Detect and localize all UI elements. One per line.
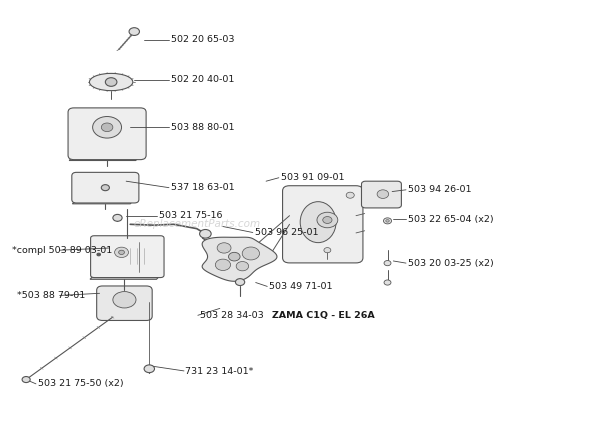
Circle shape bbox=[215, 259, 231, 271]
Circle shape bbox=[346, 192, 354, 198]
Text: *compl 503 89 03-01: *compl 503 89 03-01 bbox=[12, 246, 112, 255]
Circle shape bbox=[384, 260, 391, 266]
Circle shape bbox=[242, 247, 260, 260]
Circle shape bbox=[119, 250, 124, 254]
Circle shape bbox=[235, 279, 245, 286]
Circle shape bbox=[97, 253, 100, 256]
FancyBboxPatch shape bbox=[283, 186, 363, 263]
Circle shape bbox=[199, 230, 211, 238]
FancyBboxPatch shape bbox=[72, 172, 139, 203]
Circle shape bbox=[101, 123, 113, 132]
Polygon shape bbox=[90, 275, 160, 279]
Circle shape bbox=[144, 365, 155, 373]
Circle shape bbox=[317, 212, 338, 228]
Polygon shape bbox=[202, 237, 277, 281]
Circle shape bbox=[386, 220, 389, 222]
Circle shape bbox=[106, 78, 117, 86]
Circle shape bbox=[22, 377, 30, 382]
Text: 503 28 34-03: 503 28 34-03 bbox=[199, 311, 266, 320]
Text: 503 20 03-25 (x2): 503 20 03-25 (x2) bbox=[408, 259, 493, 268]
Circle shape bbox=[384, 218, 392, 224]
Text: 503 21 75-50 (x2): 503 21 75-50 (x2) bbox=[38, 379, 123, 389]
Text: ZAMA C1Q - EL 26A: ZAMA C1Q - EL 26A bbox=[272, 311, 375, 320]
Text: 503 91 09-01: 503 91 09-01 bbox=[280, 173, 344, 182]
Text: 503 21 75-16: 503 21 75-16 bbox=[159, 211, 222, 220]
FancyBboxPatch shape bbox=[68, 108, 146, 160]
Circle shape bbox=[324, 248, 331, 253]
Circle shape bbox=[377, 190, 389, 198]
Circle shape bbox=[236, 261, 248, 271]
Circle shape bbox=[101, 185, 109, 191]
FancyBboxPatch shape bbox=[91, 236, 164, 278]
Text: 503 96 25-01: 503 96 25-01 bbox=[254, 228, 318, 238]
Ellipse shape bbox=[90, 73, 133, 91]
Circle shape bbox=[217, 243, 231, 253]
Text: 502 20 65-03: 502 20 65-03 bbox=[171, 35, 234, 44]
Text: 731 23 14-01*: 731 23 14-01* bbox=[185, 367, 254, 376]
Text: 503 22 65-04 (x2): 503 22 65-04 (x2) bbox=[408, 215, 493, 224]
Ellipse shape bbox=[113, 292, 136, 308]
Circle shape bbox=[129, 28, 139, 36]
Text: 503 49 71-01: 503 49 71-01 bbox=[269, 282, 333, 291]
Polygon shape bbox=[69, 155, 140, 161]
Text: eReplacementParts.com: eReplacementParts.com bbox=[133, 219, 260, 229]
Circle shape bbox=[228, 252, 240, 261]
FancyBboxPatch shape bbox=[97, 286, 152, 320]
FancyBboxPatch shape bbox=[362, 181, 401, 208]
Circle shape bbox=[113, 214, 122, 221]
Circle shape bbox=[93, 117, 122, 138]
Circle shape bbox=[384, 280, 391, 285]
Ellipse shape bbox=[300, 202, 336, 242]
Polygon shape bbox=[73, 199, 135, 204]
Circle shape bbox=[114, 247, 129, 257]
Text: 537 18 63-01: 537 18 63-01 bbox=[171, 183, 234, 192]
Text: 503 94 26-01: 503 94 26-01 bbox=[408, 185, 471, 194]
Text: 503 88 80-01: 503 88 80-01 bbox=[171, 123, 234, 132]
Text: *503 88 79-01: *503 88 79-01 bbox=[18, 291, 86, 300]
Text: 502 20 40-01: 502 20 40-01 bbox=[171, 75, 234, 84]
Circle shape bbox=[323, 216, 332, 224]
